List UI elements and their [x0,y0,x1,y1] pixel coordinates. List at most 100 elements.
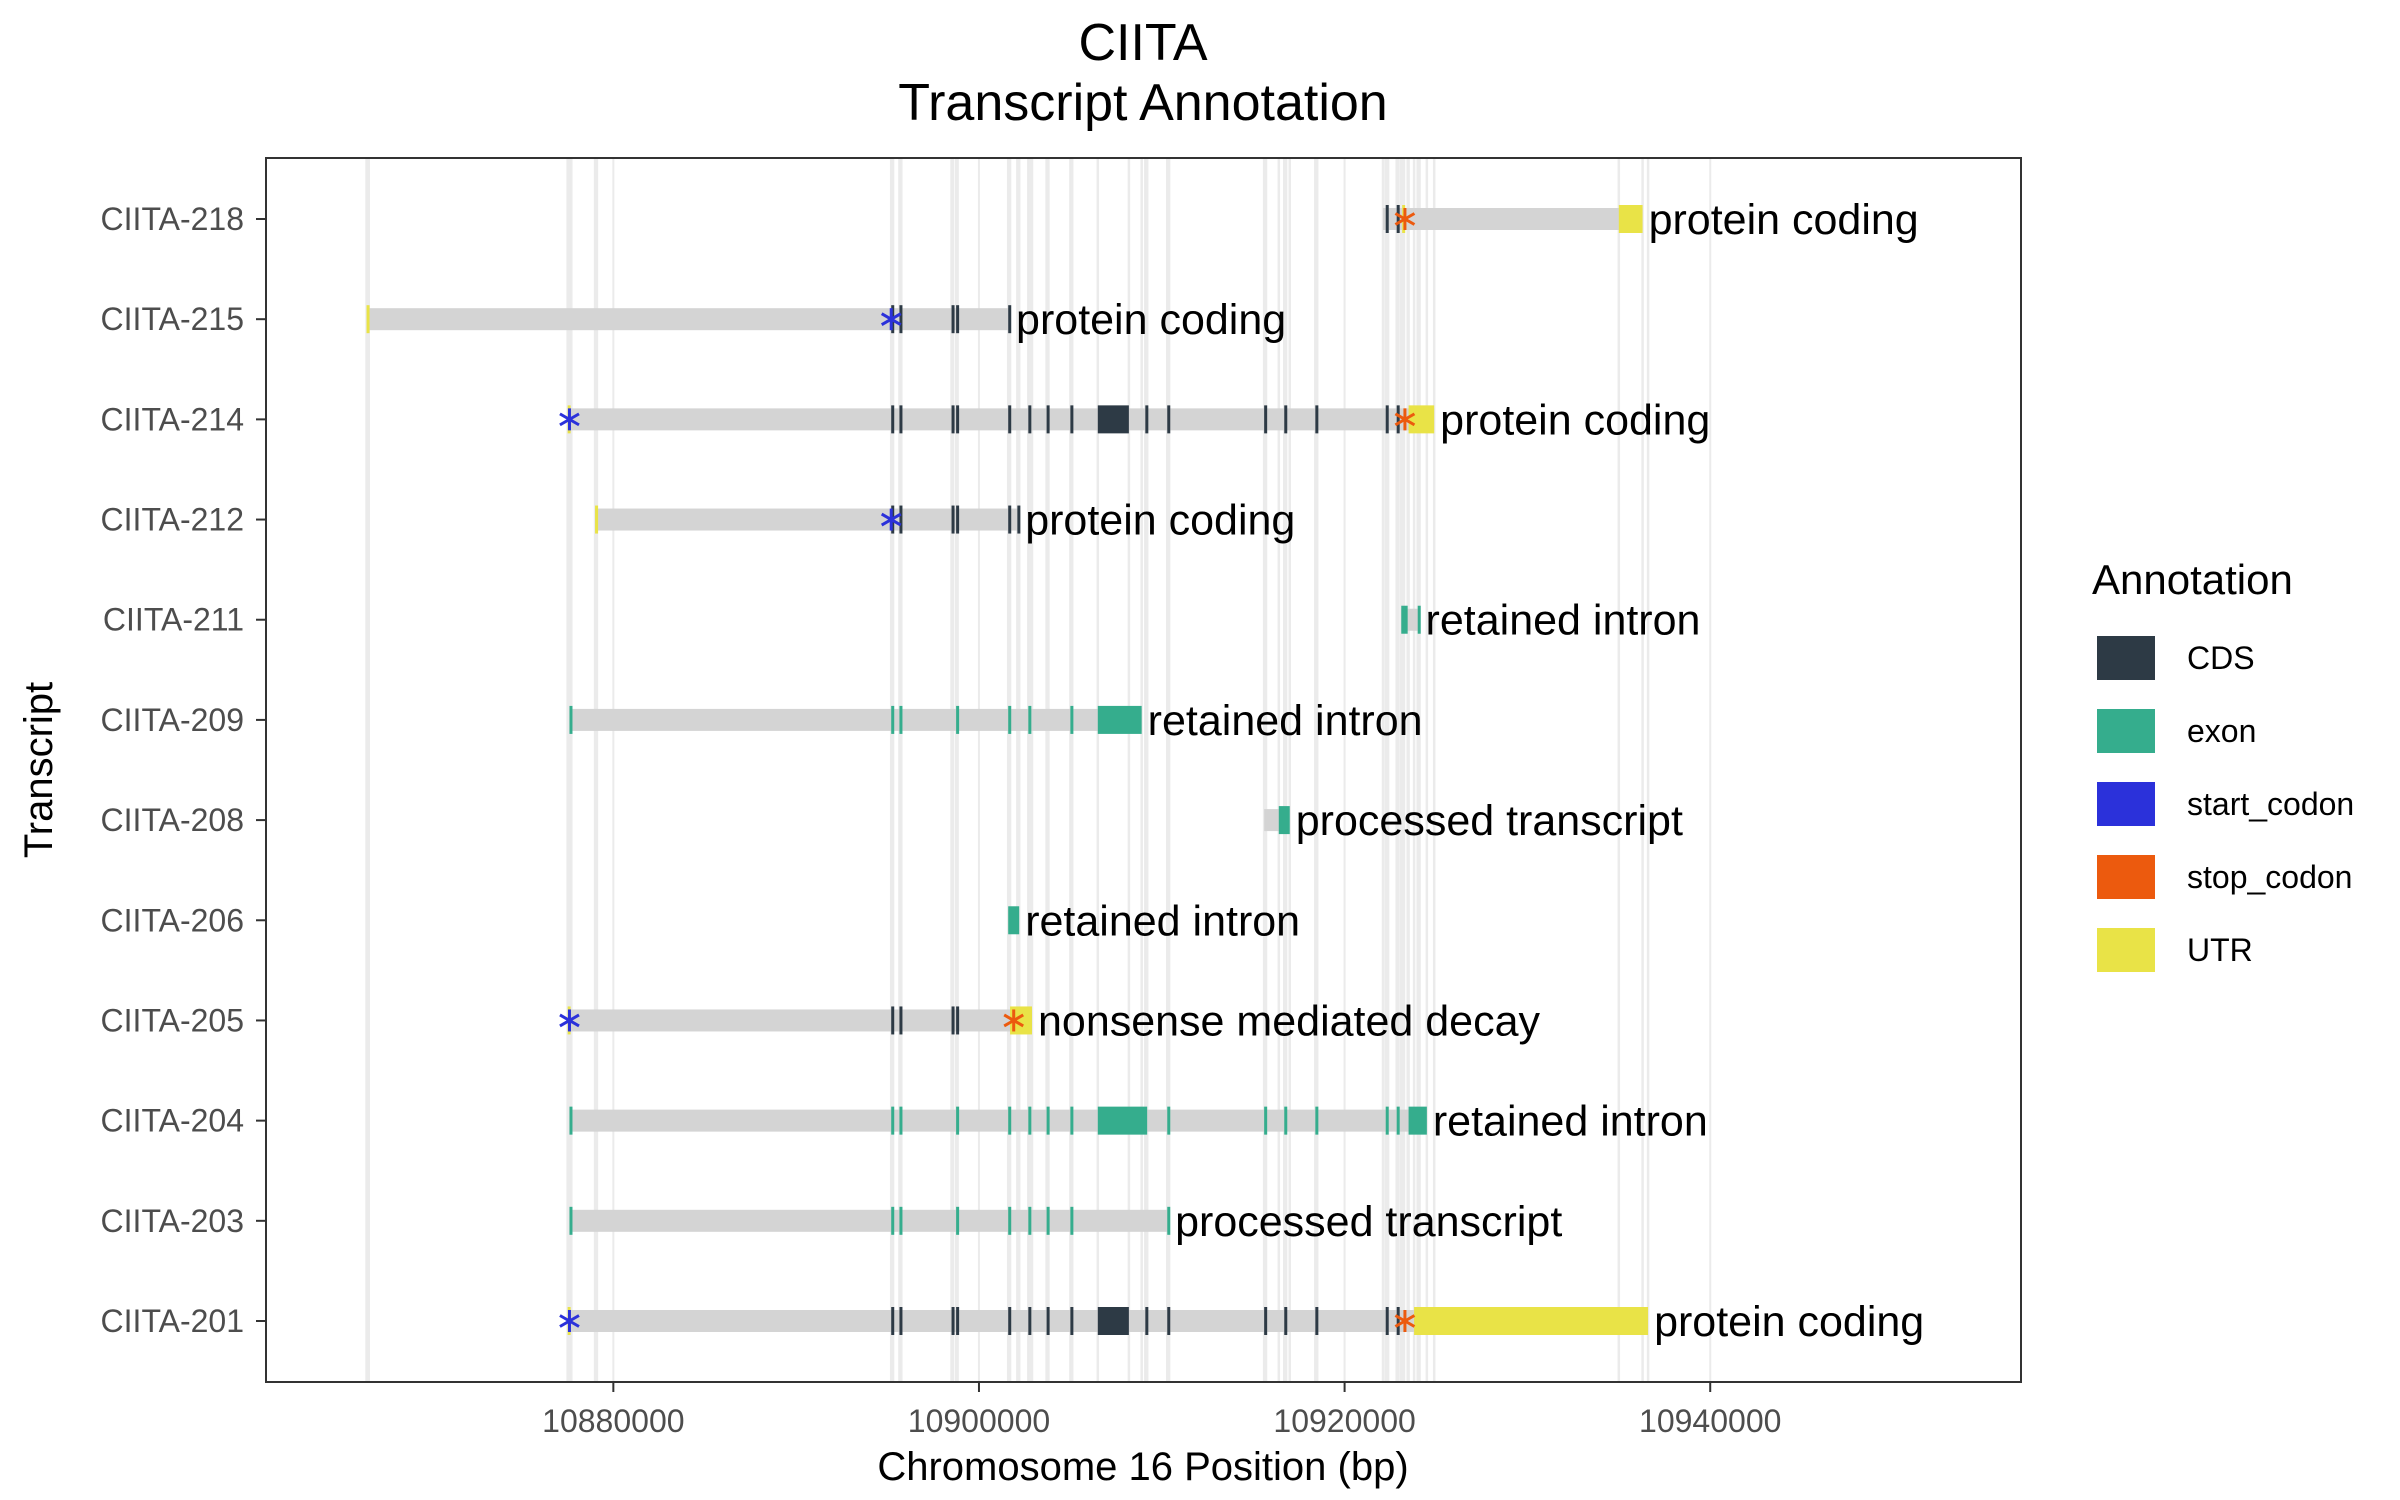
asterisk-stroke [880,512,902,527]
y-tick-label: CIITA-214 [101,401,244,437]
utr-segment [1010,1006,1032,1035]
start-codon-marker [880,508,902,531]
exon-segment [1070,1206,1074,1235]
biotype-label: protein coding [1654,1298,1924,1346]
exon-segment [891,1206,895,1235]
cds-segment [1145,1307,1149,1335]
x-tick-label: 10940000 [1639,1403,1781,1439]
legend-key-exon [2097,709,2155,753]
asterisk-stroke [559,1314,580,1328]
y-tick-label: CIITA-208 [101,802,244,838]
y-tick-label: CIITA-203 [101,1203,244,1239]
cds-segment [956,1307,960,1335]
chart-title-line2: Transcript Annotation [898,74,1387,132]
intron-bar [567,1009,1032,1032]
y-axis: CIITA-218 CIITA-215 CIITA-214 CIITA-212 CIIT… [101,201,266,1339]
asterisk-stroke [559,1013,580,1028]
exon-segment [956,1206,960,1235]
y-axis-title: Transcript [17,682,61,858]
exon-segment [569,705,573,734]
cds-segment [1028,1307,1032,1335]
cds-segment [899,405,903,434]
cds-segment [956,505,960,534]
grid-lines [266,158,2021,1382]
stop-codon-marker [1394,208,1416,230]
biotype-label: protein coding [1025,497,1295,545]
cds-segment [1264,1307,1268,1335]
cds-segment [1167,1307,1171,1335]
exon-segment [1385,1106,1389,1135]
asterisk-stroke [559,412,580,427]
utr-segment [595,505,599,534]
cds-segment [899,1307,903,1335]
cds-segment [956,405,960,434]
cds-segment [956,305,960,334]
exon-segment [1167,1206,1171,1235]
y-tick-label: CIITA-215 [101,301,244,337]
y-tick-label: CIITA-209 [101,702,244,738]
exon-segment [891,1106,895,1135]
exon-segment [1401,605,1408,634]
biotype-label: retained intron [1148,697,1423,745]
legend: Annotation CDS exon start_codon stop_codon U… [2092,556,2354,972]
cds-segment [951,405,955,434]
utr-segment [1414,1307,1649,1335]
asterisk-stroke [880,312,902,326]
cds-segment [1284,1307,1288,1335]
cds-segment [1385,1307,1389,1335]
biotype-label: protein coding [1016,296,1286,344]
cds-segment [1008,1307,1012,1335]
cds-segment [1070,1307,1074,1335]
stop-codon-marker [1394,408,1416,431]
exon-segment [569,1106,573,1135]
legend-label: exon [2187,713,2256,749]
biotype-label: processed transcript [1175,1198,1562,1246]
exon-segment [1046,1106,1050,1135]
exon-segment [1284,1106,1288,1135]
exon-segment [1097,705,1142,734]
cds-segment [891,1307,895,1335]
chart-title-line1: CIITA [1078,14,1207,72]
exon-segment [1028,705,1032,734]
x-tick-label: 10900000 [908,1403,1050,1439]
biotype-label: protein coding [1440,396,1710,444]
exon-segment [1315,1106,1319,1135]
x-tick-label: 10880000 [542,1403,684,1439]
cds-segment [1008,505,1012,534]
biotype-label: retained intron [1426,597,1701,645]
cds-segment [891,1006,895,1035]
y-tick-label: CIITA-205 [101,1002,244,1038]
exon-segment [1070,1106,1074,1135]
plot-panel-border [265,157,2022,1383]
start-codon-marker [559,1310,580,1332]
start-codon-marker [559,1009,580,1032]
y-tick-label: CIITA-211 [103,602,244,638]
cds-segment [1028,405,1032,434]
cds-segment [1145,405,1149,434]
cds-segment [1008,305,1012,334]
x-axis: 10880000 10900000 10920000 10940000 [542,1382,1781,1439]
biotype-label: nonsense mediated decay [1038,997,1541,1045]
exon-segment [899,705,903,734]
y-tick-label: CIITA-204 [101,1103,244,1139]
stop-codon-marker [1003,1009,1024,1032]
cds-segment [951,1006,955,1035]
stop-codon-marker [1394,1310,1416,1332]
exon-segment [899,1206,903,1235]
cds-segment [1315,1307,1319,1335]
asterisk-stroke [1394,412,1416,427]
exon-segment [1417,605,1421,634]
asterisk-stroke [1394,212,1416,226]
biotype-labels: protein coding protein coding protein codi… [1016,196,1924,1346]
cds-segment [956,1006,960,1035]
legend-key-CDS [2097,636,2155,680]
cds-segment [1385,405,1389,434]
utr-segment [366,305,370,334]
cds-segment [1284,405,1288,434]
exon-segment [1008,1106,1012,1135]
intron-bar [366,308,1011,331]
legend-title: Annotation [2092,556,2293,603]
exon-segment [1396,1106,1400,1135]
utr-segment [1618,205,1643,233]
exon-segment [1046,1206,1050,1235]
